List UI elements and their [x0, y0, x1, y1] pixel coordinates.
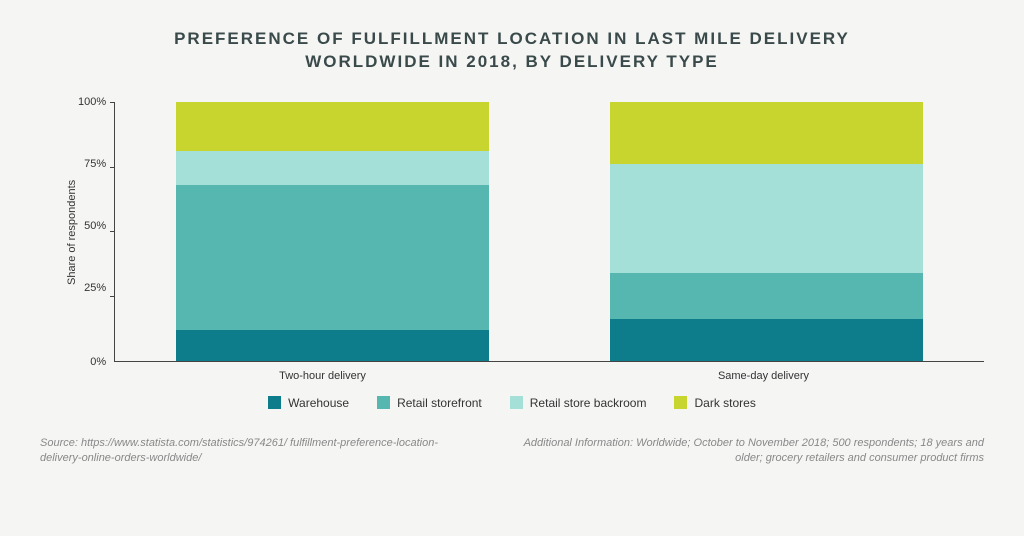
y-axis-ticks: 100% 75% 50% 25% 0% — [78, 102, 114, 362]
stacked-bar — [610, 102, 923, 361]
bar-segment-dark_stores — [176, 102, 489, 151]
y-axis-label: Share of respondents — [60, 102, 78, 362]
chart-title: PREFERENCE OF FULFILLMENT LOCATION IN LA… — [40, 28, 984, 74]
legend-swatch — [510, 396, 523, 409]
bar-segment-dark_stores — [610, 102, 923, 164]
legend-item-retail_storefront: Retail storefront — [377, 396, 482, 410]
legend-swatch — [268, 396, 281, 409]
bar-segment-retail_storefront — [610, 273, 923, 320]
x-axis-labels: Two-hour delivery Same-day delivery — [40, 370, 984, 382]
legend-item-retail_backroom: Retail store backroom — [510, 396, 647, 410]
legend-label: Retail store backroom — [530, 396, 647, 410]
bar-segment-warehouse — [610, 319, 923, 360]
legend-item-warehouse: Warehouse — [268, 396, 349, 410]
legend-swatch — [377, 396, 390, 409]
bar-segment-retail_storefront — [176, 185, 489, 330]
source-text: Source: https://www.statista.com/statist… — [40, 436, 465, 466]
footer: Source: https://www.statista.com/statist… — [40, 436, 984, 466]
legend-swatch — [674, 396, 687, 409]
legend: Warehouse Retail storefront Retail store b… — [40, 396, 984, 410]
chart-area: Share of respondents 100% 75% 50% 25% 0% — [40, 102, 984, 362]
bar-segment-retail_backroom — [610, 164, 923, 273]
x-label: Two-hour delivery — [164, 370, 482, 382]
bar-segment-warehouse — [176, 330, 489, 361]
legend-label: Retail storefront — [397, 396, 482, 410]
stacked-bar — [176, 102, 489, 361]
plot-region — [114, 102, 984, 362]
legend-label: Warehouse — [288, 396, 349, 410]
legend-item-dark_stores: Dark stores — [674, 396, 755, 410]
x-label: Same-day delivery — [605, 370, 923, 382]
bar-segment-retail_backroom — [176, 151, 489, 185]
legend-label: Dark stores — [694, 396, 755, 410]
additional-info-text: Additional Information: Worldwide; Octob… — [512, 436, 984, 466]
